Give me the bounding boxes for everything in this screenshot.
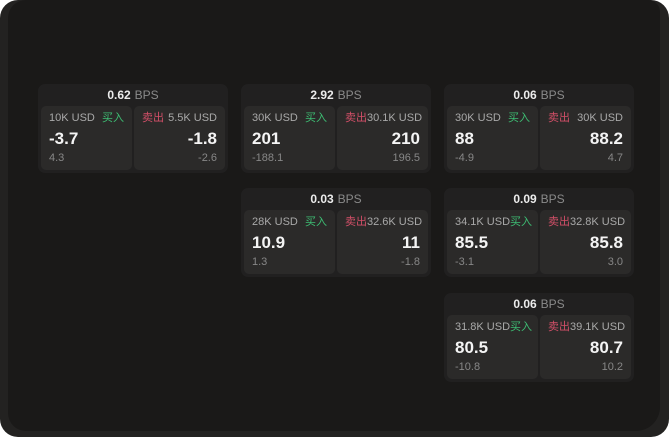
sell-side-label: 卖出 xyxy=(142,112,164,124)
bps-header: 2.92 BPS xyxy=(241,84,431,106)
sell-quote-panel[interactable]: 卖出 30K USD 88.2 4.7 xyxy=(540,106,631,170)
sell-price: 85.8 xyxy=(589,233,623,252)
sell-quote-panel[interactable]: 卖出 5.5K USD -1.8 -2.6 xyxy=(134,106,225,170)
bps-unit-label: BPS xyxy=(540,297,565,311)
quotes-board-surface: 0.62 BPS 10K USD 买入 -3.7 4.3 卖出 5.5K USD xyxy=(8,0,660,431)
bps-header: 0.03 BPS xyxy=(241,188,431,210)
bps-unit-label: BPS xyxy=(337,192,362,206)
sell-sub-value: -2.6 xyxy=(198,152,217,164)
sell-side-label: 卖出 xyxy=(345,216,367,228)
quote-card-3: 0.03 BPS 28K USD 买入 10.9 1.3 卖出 32.6K US… xyxy=(241,188,431,277)
bps-unit-label: BPS xyxy=(540,88,565,102)
sell-side-label: 卖出 xyxy=(548,321,570,333)
buy-side-label: 买入 xyxy=(510,216,533,228)
bps-value: 2.92 xyxy=(310,88,334,102)
buy-quote-panel[interactable]: 30K USD 买入 201 -188.1 xyxy=(244,106,335,170)
bps-unit-label: BPS xyxy=(134,88,159,102)
sell-amount: 32.8K USD xyxy=(570,216,626,228)
buy-sub-value: 1.3 xyxy=(252,256,268,268)
sell-sub-value: 196.5 xyxy=(392,152,420,164)
buy-amount: 34.1K USD xyxy=(455,216,511,228)
buy-amount: 31.8K USD xyxy=(455,321,511,333)
buy-sub-value: -3.1 xyxy=(455,256,474,268)
bps-header: 0.06 BPS xyxy=(444,293,634,315)
sell-quote-panel[interactable]: 卖出 30.1K USD 210 196.5 xyxy=(337,106,428,170)
sell-quote-panel[interactable]: 卖出 32.8K USD 85.8 3.0 xyxy=(540,210,631,274)
sell-amount: 32.6K USD xyxy=(367,216,423,228)
buy-quote-panel[interactable]: 30K USD 买入 88 -4.9 xyxy=(447,106,538,170)
quote-panels: 31.8K USD 买入 80.5 -10.8 卖出 39.1K USD 80.… xyxy=(444,315,634,382)
sell-sub-value: 10.2 xyxy=(601,361,623,373)
buy-quote-panel[interactable]: 28K USD 买入 10.9 1.3 xyxy=(244,210,335,274)
sell-side-label: 卖出 xyxy=(548,112,570,124)
sell-amount: 5.5K USD xyxy=(168,112,217,124)
sell-sub-value: 3.0 xyxy=(607,256,623,268)
bps-unit-label: BPS xyxy=(540,192,565,206)
buy-quote-panel[interactable]: 31.8K USD 买入 80.5 -10.8 xyxy=(447,315,538,379)
buy-price: 80.5 xyxy=(455,338,489,357)
buy-sub-value: 4.3 xyxy=(49,152,65,164)
bps-value: 0.09 xyxy=(513,192,537,206)
sell-sub-value: 4.7 xyxy=(607,152,623,164)
bps-value: 0.62 xyxy=(107,88,131,102)
sell-price: -1.8 xyxy=(187,129,217,148)
sell-quote-panel[interactable]: 卖出 32.6K USD 11 -1.8 xyxy=(337,210,428,274)
bps-header: 0.09 BPS xyxy=(444,188,634,210)
sell-price: 210 xyxy=(391,129,420,148)
buy-price: 88 xyxy=(455,129,474,148)
bps-header: 0.06 BPS xyxy=(444,84,634,106)
sell-sub-value: -1.8 xyxy=(401,256,420,268)
buy-side-label: 买入 xyxy=(305,112,327,124)
bps-value: 0.03 xyxy=(310,192,334,206)
quote-panels: 30K USD 买入 88 -4.9 卖出 30K USD 88.2 4.7 xyxy=(444,106,634,173)
quote-panels: 28K USD 买入 10.9 1.3 卖出 32.6K USD 11 -1.8 xyxy=(241,210,431,277)
buy-price: -3.7 xyxy=(49,129,79,148)
sell-price: 11 xyxy=(402,233,420,252)
buy-sub-value: -188.1 xyxy=(252,152,284,164)
sell-amount: 30.1K USD xyxy=(367,112,423,124)
buy-price: 85.5 xyxy=(455,233,489,252)
buy-amount: 28K USD xyxy=(252,216,298,228)
buy-quote-panel[interactable]: 34.1K USD 买入 85.5 -3.1 xyxy=(447,210,538,274)
quote-panels: 30K USD 买入 201 -188.1 卖出 30.1K USD 210 1… xyxy=(241,106,431,173)
buy-amount: 30K USD xyxy=(252,112,298,124)
quote-panels: 34.1K USD 买入 85.5 -3.1 卖出 32.8K USD 85.8… xyxy=(444,210,634,277)
buy-amount: 30K USD xyxy=(455,112,501,124)
buy-side-label: 买入 xyxy=(510,321,533,333)
quote-card-1: 2.92 BPS 30K USD 买入 201 -188.1 卖出 30.1K … xyxy=(241,84,431,173)
quote-panels: 10K USD 买入 -3.7 4.3 卖出 5.5K USD -1.8 -2.… xyxy=(38,106,228,173)
buy-sub-value: -10.8 xyxy=(455,361,481,373)
bps-header: 0.62 BPS xyxy=(38,84,228,106)
buy-price: 201 xyxy=(252,129,281,148)
bps-value: 0.06 xyxy=(513,297,537,311)
bps-unit-label: BPS xyxy=(337,88,362,102)
sell-price: 80.7 xyxy=(589,338,623,357)
sell-side-label: 卖出 xyxy=(548,216,570,228)
buy-quote-panel[interactable]: 10K USD 买入 -3.7 4.3 xyxy=(41,106,132,170)
sell-amount: 30K USD xyxy=(577,112,623,124)
quote-card-4: 0.09 BPS 34.1K USD 买入 85.5 -3.1 卖出 32.8K… xyxy=(444,188,634,277)
buy-side-label: 买入 xyxy=(305,216,327,228)
quote-card-0: 0.62 BPS 10K USD 买入 -3.7 4.3 卖出 5.5K USD xyxy=(38,84,228,173)
buy-side-label: 买入 xyxy=(508,112,530,124)
quote-card-2: 0.06 BPS 30K USD 买入 88 -4.9 卖出 30K USD xyxy=(444,84,634,173)
buy-price: 10.9 xyxy=(252,233,286,252)
sell-quote-panel[interactable]: 卖出 39.1K USD 80.7 10.2 xyxy=(540,315,631,379)
buy-sub-value: -4.9 xyxy=(455,152,474,164)
sell-side-label: 卖出 xyxy=(345,112,367,124)
bps-value: 0.06 xyxy=(513,88,537,102)
sell-price: 88.2 xyxy=(589,129,623,148)
buy-side-label: 买入 xyxy=(102,112,124,124)
sell-amount: 39.1K USD xyxy=(570,321,626,333)
quote-card-5: 0.06 BPS 31.8K USD 买入 80.5 -10.8 卖出 39.1… xyxy=(444,293,634,382)
buy-amount: 10K USD xyxy=(49,112,95,124)
